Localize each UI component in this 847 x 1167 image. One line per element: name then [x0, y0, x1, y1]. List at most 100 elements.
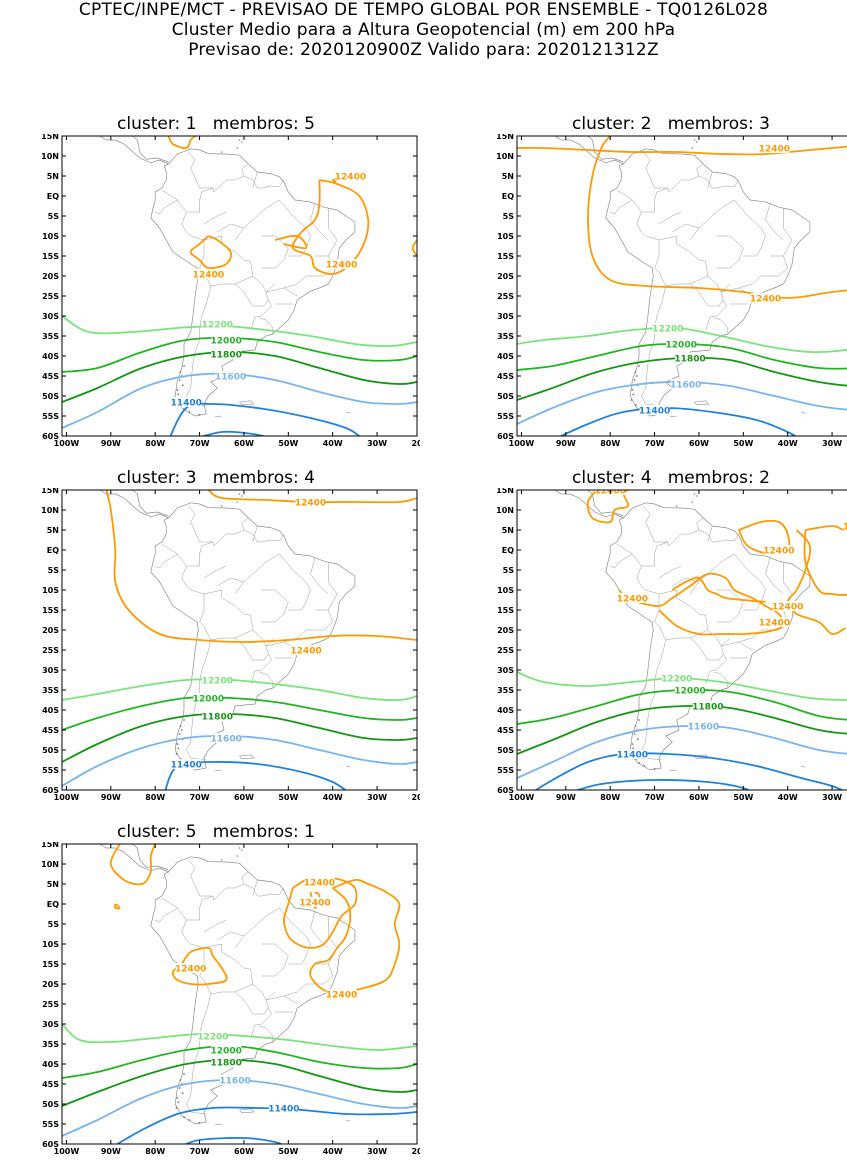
contour-label-11800: 11800: [211, 1059, 242, 1069]
coast-island: [236, 147, 239, 149]
political-border: [161, 898, 187, 921]
contour-label-12400: 12400: [299, 899, 330, 909]
lat-tick-label: 5S: [503, 212, 515, 221]
lat-tick-label: 10N: [496, 506, 514, 515]
island-outline: [215, 1123, 222, 1126]
political-border: [698, 553, 748, 583]
contour-label-bg: [211, 733, 242, 743]
contour-label-12200: 12200: [197, 1033, 228, 1043]
lat-tick-label: 5S: [503, 566, 515, 575]
coastline: [605, 148, 811, 417]
contour-label-bg: [202, 319, 233, 329]
coast-island: [176, 743, 179, 745]
lat-tick-label: 55S: [42, 412, 59, 421]
lat-tick-label: 55S: [497, 766, 514, 775]
political-border: [636, 163, 704, 269]
coast-island: [177, 1101, 180, 1104]
contour-label-12000: 12000: [193, 695, 224, 705]
political-border: [643, 505, 668, 543]
contour-label-11600: 11600: [211, 735, 242, 745]
contour-12400: [587, 136, 847, 299]
coast-island: [188, 411, 191, 413]
cluster-number: 4: [640, 468, 652, 488]
coast-island: [198, 413, 201, 416]
island-outline: [239, 400, 255, 406]
contour-label-12200: 12200: [202, 677, 233, 687]
political-border: [243, 529, 285, 543]
lat-tick-label: 5N: [47, 526, 59, 535]
contour-label-12200: 12200: [661, 675, 692, 685]
political-border: [259, 1025, 274, 1042]
forecast-dates: Previsao de: 2020120900Z Valido para: 20…: [188, 40, 659, 60]
lat-tick-label: 60S: [497, 432, 514, 441]
lon-tick-label: 40W: [323, 793, 343, 802]
lat-tick-label: 30S: [497, 312, 514, 321]
political-border: [203, 919, 227, 933]
contour-label-12000: 12000: [211, 337, 242, 347]
figure-title: CPTEC/INPE/MCT - PREVISAO DE TEMPO GLOBA…: [78, 0, 769, 20]
political-border: [658, 565, 682, 579]
lat-tick-label: 35S: [497, 332, 514, 341]
contour-label-12400: 12400: [290, 647, 321, 657]
political-border: [155, 199, 178, 215]
political-border: [188, 151, 213, 189]
contour-12400: [411, 239, 417, 257]
lon-tick-label: 20W: [411, 793, 420, 802]
political-border: [654, 589, 709, 641]
political-border: [610, 199, 633, 215]
lon-tick-label: 40W: [323, 439, 343, 448]
coastline-central-america: [554, 490, 624, 519]
lat-tick-label: 10N: [41, 860, 59, 869]
contour-12400: [517, 145, 847, 156]
panel-title: cluster: 1 membros: 5: [25, 114, 407, 134]
cluster-number: 3: [185, 468, 197, 488]
lat-tick-label: 10N: [496, 152, 514, 161]
coast-island: [633, 733, 636, 735]
contour-label-12400: 12400: [326, 261, 357, 271]
lat-tick-label: 25S: [497, 646, 514, 655]
lon-tick-label: 90W: [101, 793, 121, 802]
lat-tick-label: EQ: [502, 546, 514, 555]
lon-tick-label: 100W: [509, 439, 535, 448]
coast-island: [630, 399, 633, 401]
political-border: [243, 175, 285, 189]
plot-frame: [61, 843, 418, 1145]
contour-12200: [62, 678, 417, 701]
coast-island: [632, 393, 635, 396]
political-border: [265, 283, 298, 297]
contour-label-12400: 12400: [759, 145, 790, 155]
cluster-label: cluster:: [572, 468, 636, 488]
contour-label-11800: 11800: [211, 351, 242, 361]
lon-tick-label: 40W: [778, 439, 798, 448]
political-border: [705, 299, 727, 331]
contour-label-bg: [692, 701, 723, 711]
members-count: 2: [759, 468, 770, 488]
coast-island: [691, 501, 694, 503]
political-border: [261, 235, 289, 269]
plot-frame: [61, 135, 418, 437]
lat-tick-label: 25S: [42, 292, 59, 301]
coast-island: [180, 729, 183, 731]
lat-tick-label: 45S: [42, 726, 59, 735]
political-border: [259, 671, 274, 688]
contour-12200: [62, 315, 417, 347]
political-border: [252, 879, 258, 897]
lon-tick-label: 60W: [689, 439, 709, 448]
coast-island: [695, 141, 698, 143]
political-border: [616, 544, 642, 567]
lat-tick-label: 5S: [48, 566, 60, 575]
lat-tick-label: 50S: [497, 746, 514, 755]
coastline-central-america: [554, 136, 624, 165]
lat-tick-label: 25S: [497, 292, 514, 301]
political-border: [288, 569, 311, 611]
political-border: [310, 203, 329, 241]
lon-tick-label: 20W: [411, 439, 420, 448]
coast-island: [238, 139, 241, 141]
contour-label-bg: [675, 685, 706, 695]
contour-label-11600: 11600: [688, 723, 719, 733]
political-border: [234, 275, 269, 307]
contour-11800: [62, 713, 417, 763]
political-border: [310, 557, 329, 595]
lon-tick-label: 80W: [600, 793, 620, 802]
contour-label-12400: 12400: [335, 173, 366, 183]
